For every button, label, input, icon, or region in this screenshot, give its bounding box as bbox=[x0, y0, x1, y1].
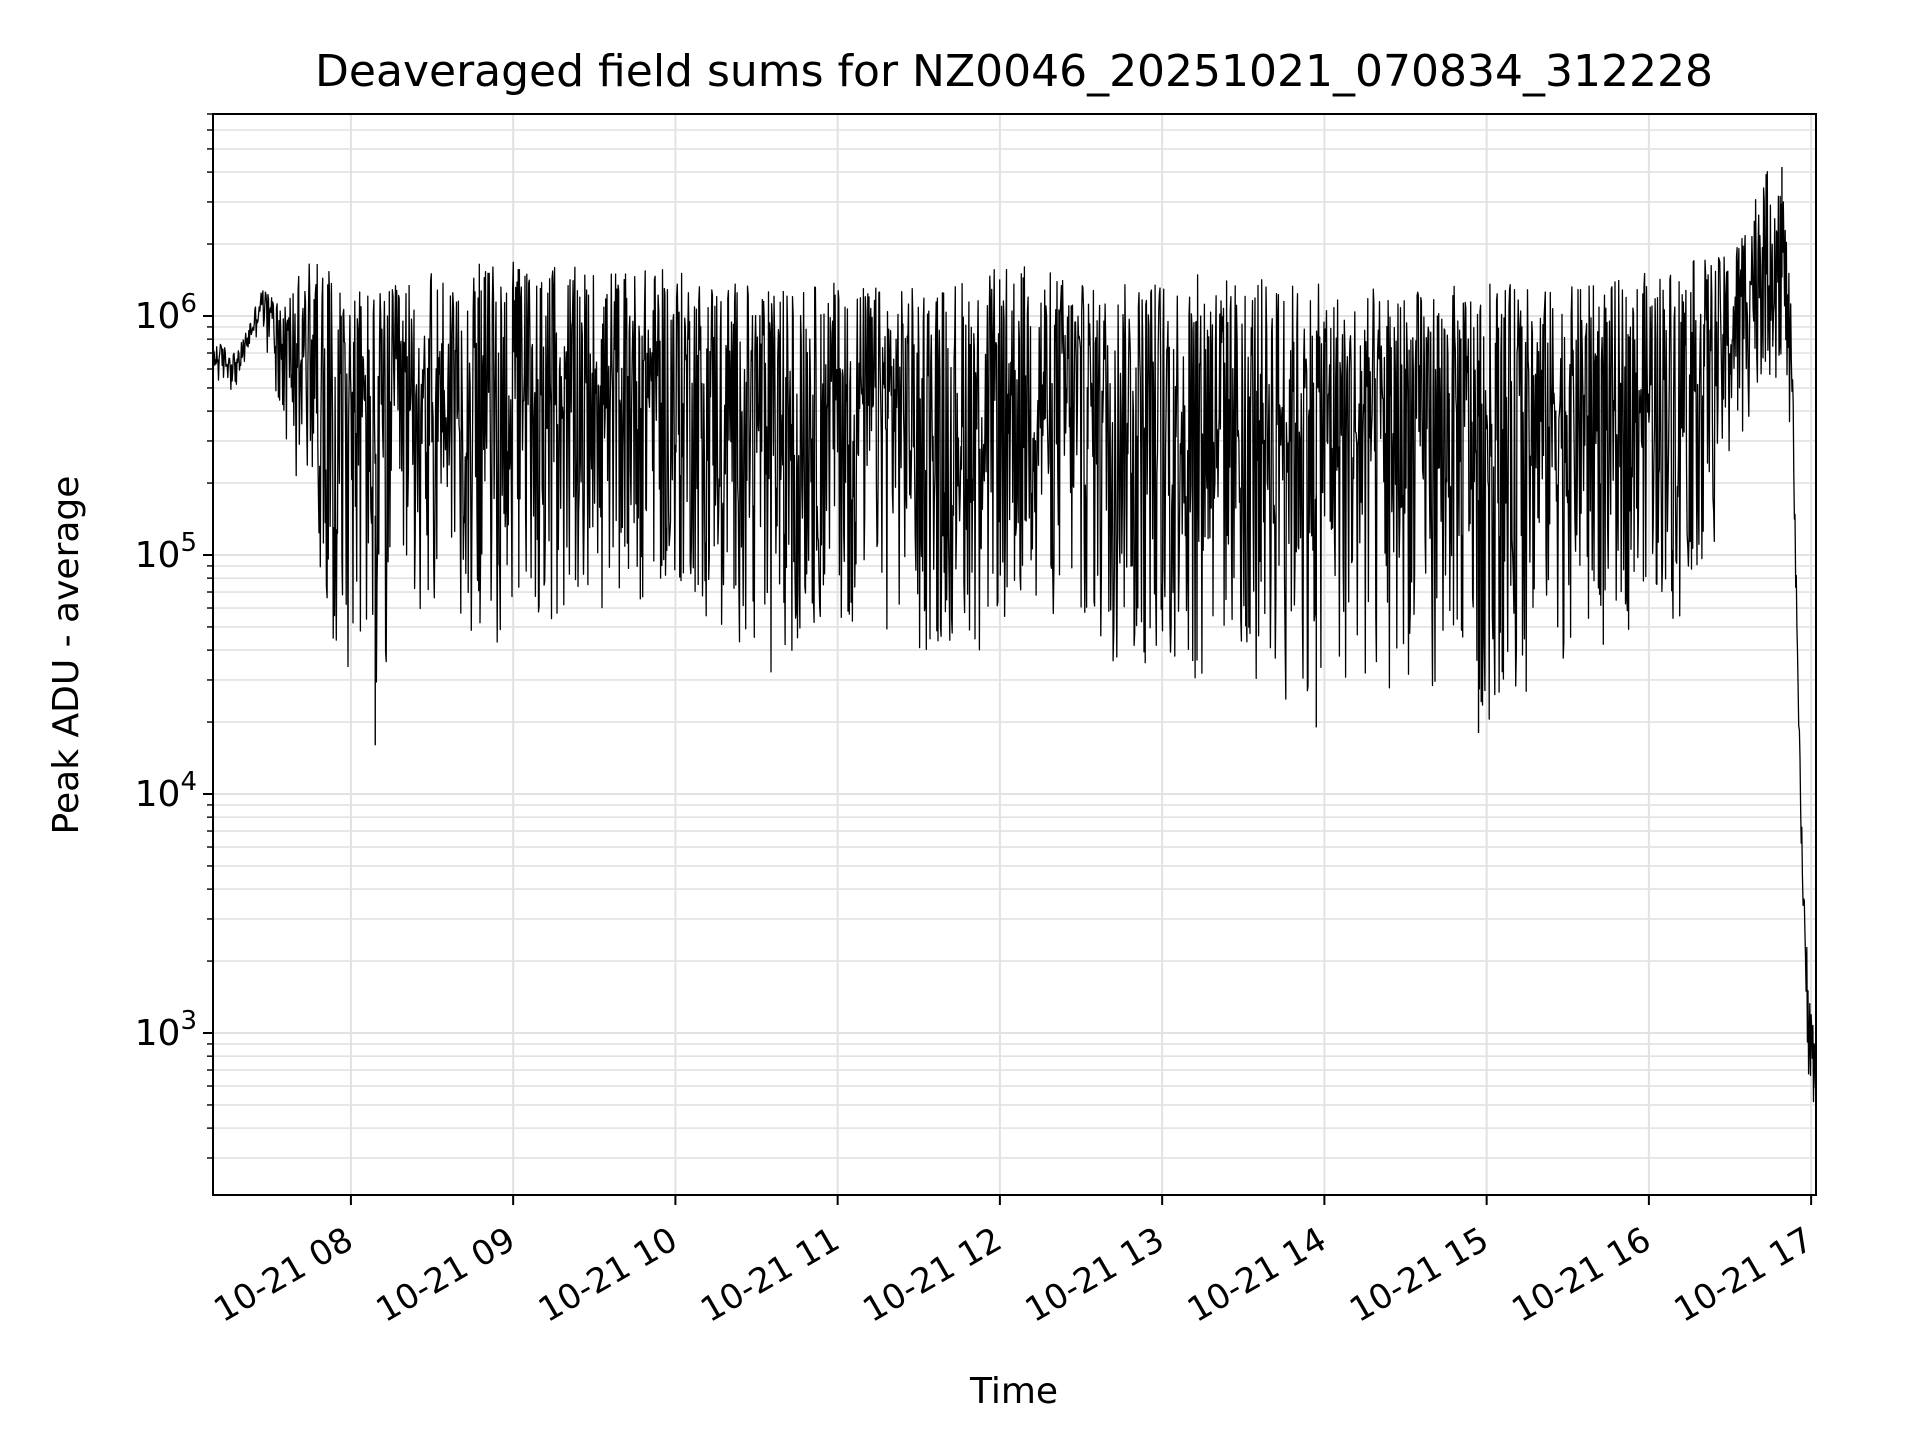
y-tick-base: 10 bbox=[135, 774, 181, 815]
y-tick-label: 103 bbox=[135, 1006, 197, 1054]
y-tick-exponent: 6 bbox=[180, 289, 197, 319]
y-tick-label: 106 bbox=[135, 289, 197, 337]
y-axis-label: Peak ADU - average bbox=[46, 476, 87, 835]
y-tick-label: 105 bbox=[135, 528, 197, 576]
series-line bbox=[212, 170, 1817, 1103]
y-tick-exponent: 3 bbox=[180, 1006, 197, 1036]
y-tick-exponent: 5 bbox=[180, 528, 197, 558]
y-tick-exponent: 4 bbox=[180, 767, 197, 797]
chart-title: Deaveraged field sums for NZ0046_2025102… bbox=[315, 46, 1713, 97]
y-tick-base: 10 bbox=[135, 1013, 181, 1054]
data-layer bbox=[212, 167, 1817, 1129]
y-tick-base: 10 bbox=[135, 535, 181, 576]
x-axis-label: Time bbox=[969, 1371, 1058, 1412]
y-tick-label: 104 bbox=[135, 767, 197, 815]
plot-frame bbox=[212, 113, 1817, 1196]
y-tick-base: 10 bbox=[135, 296, 181, 337]
grid bbox=[213, 113, 1816, 1195]
